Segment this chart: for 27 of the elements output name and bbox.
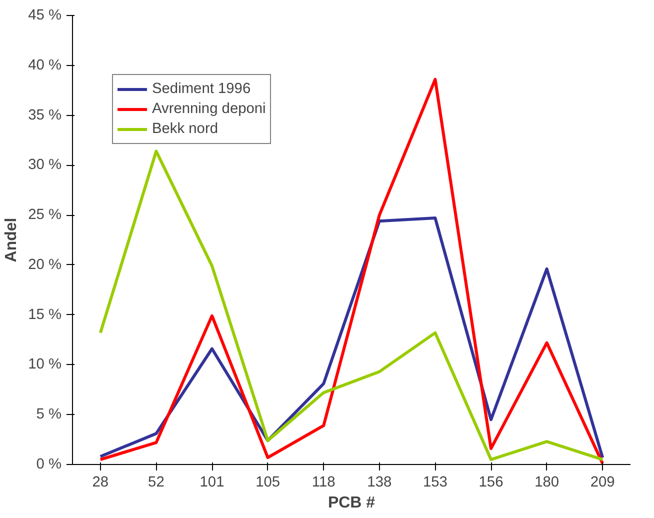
y-tick-label: 35 %: [28, 107, 62, 124]
y-tick-label: 5 %: [36, 406, 62, 423]
y-tick-label: 25 %: [28, 207, 62, 224]
x-axis-title: PCB #: [328, 494, 376, 512]
y-tick-label: 10 %: [28, 356, 62, 373]
x-tick-label: 105: [256, 474, 280, 490]
y-tick-label: 30 %: [28, 157, 62, 174]
x-tick-label: 138: [367, 474, 392, 490]
y-tick-label: 20 %: [28, 256, 62, 273]
x-tick-label: 156: [478, 474, 504, 490]
x-tick-label: 52: [148, 474, 164, 490]
line-series: [98, 78, 604, 464]
line-series: [98, 150, 604, 462]
legend-label: Avrenning deponi: [152, 101, 266, 117]
x-tick-label: 101: [200, 474, 224, 490]
y-tick-label: 40 %: [28, 57, 62, 74]
legend-label: Bekk nord: [152, 121, 218, 137]
x-tick-label: 209: [590, 474, 615, 490]
y-tick-label: 15 %: [28, 306, 62, 323]
x-tick-label: 28: [92, 474, 109, 490]
x-tick-label: 153: [422, 474, 448, 490]
y-axis-title: Andel: [3, 218, 20, 262]
y-tick-label: 45 %: [28, 8, 62, 24]
x-tick-label: 118: [312, 474, 336, 490]
y-tick-label: 0 %: [36, 456, 62, 472]
legend-label: Sediment 1996: [152, 81, 251, 97]
x-tick-label: 180: [534, 474, 560, 490]
